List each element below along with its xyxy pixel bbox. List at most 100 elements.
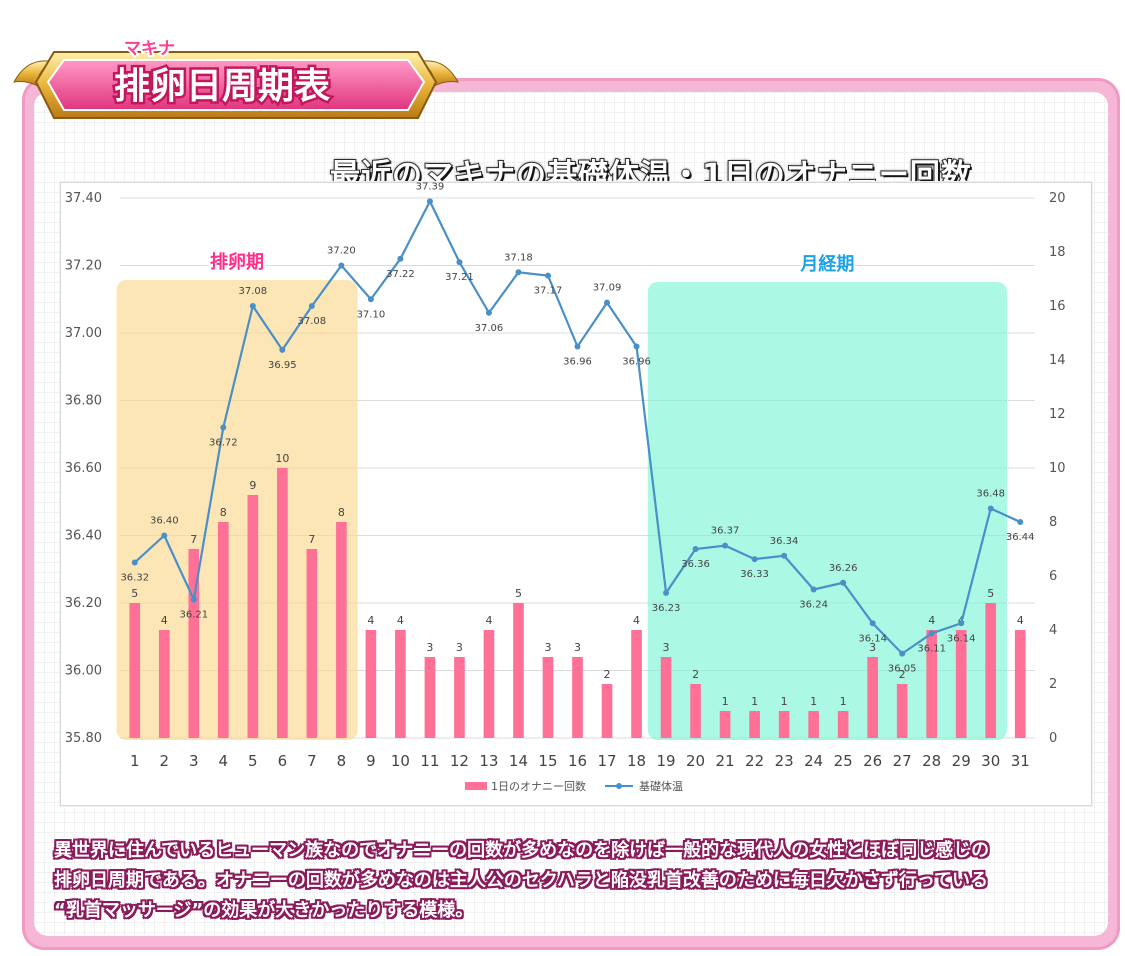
x-tick: 16 <box>568 752 587 770</box>
bar-day-3 <box>188 549 200 738</box>
temperature-label-day-10: 37.22 <box>386 269 415 280</box>
y-right-tick: 12 <box>1049 407 1066 422</box>
x-tick: 26 <box>863 752 882 770</box>
x-tick: 14 <box>509 752 528 770</box>
bar-day-13 <box>483 630 495 738</box>
temperature-label-day-25: 36.26 <box>829 563 858 574</box>
bar-day-17 <box>601 684 613 738</box>
bar-day-20 <box>690 684 701 738</box>
x-tick: 3 <box>189 752 199 770</box>
temperature-point-day-7 <box>308 303 315 309</box>
temperature-label-day-17: 37.09 <box>593 283 622 294</box>
temperature-point-day-19 <box>663 589 670 596</box>
temperature-point-day-3 <box>190 596 197 603</box>
description-line-1: 異世界に住んでいるヒューマン族なのでオナニーの回数が多めなのを除けば一般的な現代… <box>54 840 990 861</box>
bar-label-day-3: 7 <box>190 533 197 546</box>
temperature-point-day-2 <box>161 532 168 539</box>
temperature-label-day-2: 36.40 <box>150 516 179 527</box>
x-tick: 20 <box>686 752 705 770</box>
bar-day-8 <box>336 522 347 738</box>
y-right-tick: 10 <box>1049 461 1066 476</box>
temperature-point-day-27 <box>899 650 906 657</box>
bar-day-27 <box>896 684 908 738</box>
annotation-label-1: 排卵期 <box>210 251 264 273</box>
bar-label-day-18: 4 <box>633 614 640 627</box>
bar-label-day-20: 2 <box>692 668 699 681</box>
x-tick: 15 <box>538 752 557 770</box>
temperature-label-day-8: 37.20 <box>327 246 356 257</box>
temperature-point-day-17 <box>604 299 611 306</box>
temperature-label-day-31: 36.44 <box>1006 532 1035 543</box>
bar-day-25 <box>837 711 849 738</box>
bar-day-4 <box>217 522 229 738</box>
bar-day-12 <box>454 657 465 738</box>
bar-day-2 <box>158 630 170 738</box>
description-line-3: “乳首マッサージ”の効果が大きかったりする模様。 <box>54 900 474 921</box>
bar-day-10 <box>395 630 406 738</box>
y-right-tick: 0 <box>1049 731 1057 746</box>
y-right-tick: 6 <box>1049 569 1057 584</box>
y-left-tick: 36.20 <box>65 596 102 611</box>
legend-label-line: 基礎体温 <box>639 779 683 793</box>
bar-label-day-24: 1 <box>810 695 817 708</box>
temperature-label-day-14: 37.18 <box>504 252 533 263</box>
bar-day-6 <box>277 468 288 738</box>
bar-label-day-21: 1 <box>722 695 729 708</box>
temperature-label-day-9: 37.10 <box>357 309 386 320</box>
bar-day-29 <box>955 630 967 738</box>
bar-label-day-23: 1 <box>781 695 788 708</box>
temperature-label-day-23: 36.34 <box>770 536 799 547</box>
temperature-point-day-10 <box>397 255 404 262</box>
bar-label-day-10: 4 <box>397 614 404 627</box>
bar-label-day-30: 5 <box>987 587 994 600</box>
x-tick: 22 <box>745 752 764 770</box>
bar-label-day-2: 4 <box>161 614 168 627</box>
x-tick: 5 <box>248 752 258 770</box>
bar-day-21 <box>719 711 731 738</box>
bar-label-day-7: 7 <box>308 533 315 546</box>
y-right-tick: 20 <box>1049 191 1066 206</box>
x-tick: 19 <box>657 752 676 770</box>
temperature-label-day-12: 37.21 <box>445 272 474 283</box>
x-tick: 31 <box>1011 752 1030 770</box>
bar-label-day-28: 4 <box>928 614 935 627</box>
description-line-2: 排卵日周期である。オナニーの回数が多めなのは主人公のセクハラと陥没乳首改善のため… <box>54 870 989 891</box>
y-right-tick: 8 <box>1049 515 1057 530</box>
bar-day-23 <box>778 711 790 738</box>
temperature-label-day-30: 36.48 <box>976 489 1005 500</box>
bar-label-day-31: 4 <box>1017 614 1024 627</box>
temperature-point-day-24 <box>810 586 817 593</box>
y-right-tick: 16 <box>1049 299 1066 314</box>
x-tick: 18 <box>627 752 646 770</box>
bar-label-day-13: 4 <box>485 614 492 627</box>
temperature-label-day-22: 36.33 <box>740 569 769 580</box>
bar-label-day-11: 3 <box>426 641 433 654</box>
temperature-label-day-27: 36.05 <box>888 664 917 675</box>
temperature-point-day-1 <box>131 559 138 566</box>
temperature-label-day-21: 36.37 <box>711 526 740 537</box>
temperature-point-day-11 <box>426 198 433 205</box>
bar-day-11 <box>424 657 436 738</box>
bar-label-day-22: 1 <box>751 695 758 708</box>
badge-title: 排卵日周期表 <box>114 66 330 107</box>
annotation-region-1 <box>116 280 358 740</box>
bar-day-24 <box>808 711 819 738</box>
temperature-label-day-26: 36.14 <box>858 633 887 644</box>
annotation-label-2: 月経期 <box>799 253 854 275</box>
temperature-label-day-28: 36.11 <box>917 643 946 654</box>
temperature-point-day-25 <box>840 579 847 586</box>
bar-day-18 <box>631 630 642 738</box>
temperature-point-day-22 <box>751 556 758 563</box>
title-badge: マキナ 排卵日周期表 <box>13 37 459 119</box>
temperature-point-day-14 <box>515 269 522 276</box>
x-tick: 10 <box>391 752 410 770</box>
temperature-point-day-21 <box>722 542 729 549</box>
annotation-region-2 <box>647 282 1007 740</box>
y-left-tick: 37.40 <box>65 191 102 206</box>
x-tick: 24 <box>804 752 823 770</box>
temperature-label-day-24: 36.24 <box>799 600 828 611</box>
temperature-point-day-6 <box>279 346 286 353</box>
temperature-point-day-31 <box>1017 519 1024 525</box>
temperature-point-day-30 <box>987 505 994 512</box>
temperature-label-day-15: 37.17 <box>534 286 563 297</box>
